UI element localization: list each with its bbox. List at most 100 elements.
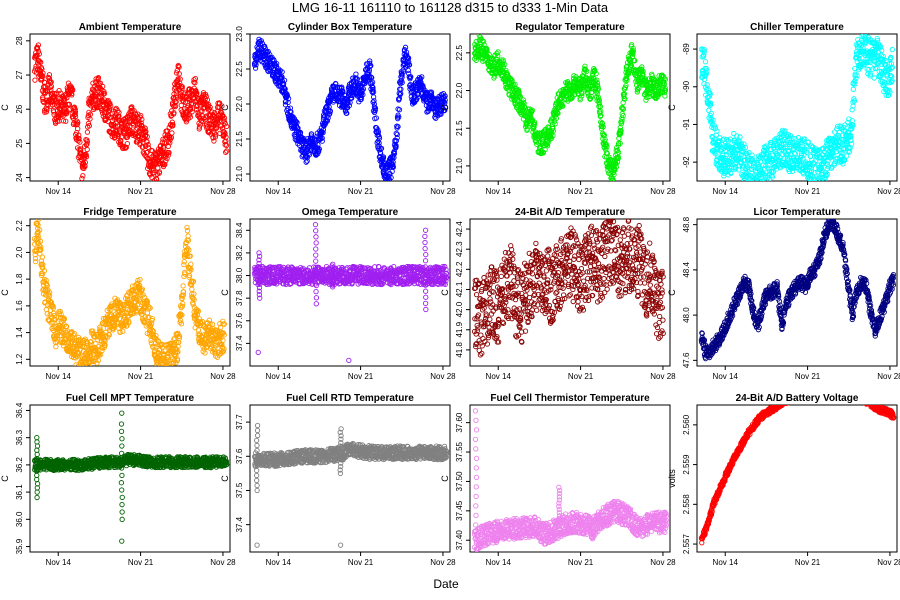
data-point — [285, 95, 292, 102]
data-point — [185, 237, 192, 243]
data-point — [776, 134, 782, 141]
data-point — [320, 130, 326, 136]
x-tick-label: Nov 14 — [713, 187, 739, 196]
data-point — [851, 98, 857, 104]
data-point — [757, 182, 761, 186]
data-point — [612, 167, 618, 173]
x-tick-label: Nov 14 — [46, 187, 72, 196]
data-point — [159, 370, 163, 374]
data-point — [221, 332, 227, 338]
x-tick-label: Nov 28 — [650, 187, 676, 196]
data-point — [83, 152, 89, 158]
data-point — [403, 49, 410, 55]
data-point — [856, 55, 862, 62]
data-point — [624, 77, 630, 83]
data-point — [371, 98, 377, 104]
data-point — [151, 167, 157, 173]
data-point — [360, 86, 367, 92]
data-point — [408, 74, 414, 80]
data-point — [524, 126, 530, 132]
data-point — [124, 141, 130, 147]
data-point — [850, 86, 856, 92]
data-point — [370, 89, 377, 95]
data-point — [132, 115, 139, 122]
data-point — [106, 332, 112, 338]
data-point — [765, 165, 771, 171]
data-point — [69, 92, 75, 98]
plot-frame — [249, 33, 451, 182]
data-point — [781, 136, 787, 143]
data-point — [621, 93, 627, 99]
data-point — [188, 267, 194, 273]
data-point — [81, 369, 85, 373]
data-point — [569, 95, 575, 101]
data-point — [145, 142, 151, 148]
data-point — [853, 75, 859, 81]
data-point — [710, 117, 716, 123]
data-point — [35, 48, 42, 55]
data-point — [47, 290, 53, 296]
data-point — [370, 94, 377, 100]
data-point — [746, 149, 752, 156]
data-point — [390, 161, 396, 168]
data-point — [630, 45, 636, 51]
data-point — [47, 84, 53, 90]
data-point — [342, 105, 348, 111]
data-point — [203, 121, 210, 127]
data-point — [594, 90, 600, 97]
data-point — [207, 321, 213, 327]
data-point — [144, 150, 150, 156]
x-tick-label: Nov 14 — [486, 187, 512, 196]
data-point — [202, 350, 208, 356]
data-point — [755, 185, 759, 189]
data-point — [40, 73, 46, 80]
data-point — [886, 92, 892, 98]
data-point — [99, 333, 106, 339]
data-point — [189, 286, 195, 292]
data-point — [572, 91, 578, 98]
data-point — [516, 94, 523, 101]
data-point — [47, 77, 53, 84]
data-layer — [471, 34, 669, 181]
data-point — [728, 170, 734, 177]
data-point — [93, 92, 99, 98]
data-point — [185, 253, 191, 260]
data-point — [812, 169, 818, 176]
data-point — [483, 45, 490, 52]
data-point — [175, 343, 181, 350]
data-point — [170, 123, 176, 129]
data-point — [95, 357, 101, 363]
data-point — [759, 180, 764, 181]
data-point — [192, 75, 199, 82]
data-point — [888, 73, 894, 79]
data-point — [50, 305, 56, 311]
data-point — [349, 95, 355, 101]
data-point — [76, 136, 82, 142]
data-point — [144, 139, 150, 145]
data-point — [866, 66, 872, 73]
data-point — [258, 38, 264, 44]
data-point — [153, 176, 160, 181]
data-point — [783, 143, 789, 149]
data-point — [442, 105, 449, 111]
data-point — [139, 286, 146, 292]
data-point — [84, 129, 91, 135]
data-point — [703, 65, 709, 72]
data-point — [708, 110, 714, 117]
data-point — [375, 127, 381, 133]
data-point — [316, 146, 322, 152]
data-point — [194, 307, 200, 313]
data-point — [852, 78, 858, 84]
data-point — [39, 254, 46, 260]
data-point — [85, 365, 88, 366]
data-point — [707, 102, 714, 108]
data-point — [111, 324, 117, 330]
data-point — [102, 339, 108, 345]
data-point — [294, 119, 300, 126]
data-point — [602, 138, 608, 145]
data-point — [50, 303, 56, 309]
data-point — [766, 162, 772, 169]
x-tick-label: Nov 28 — [210, 372, 236, 381]
data-point — [149, 148, 156, 154]
